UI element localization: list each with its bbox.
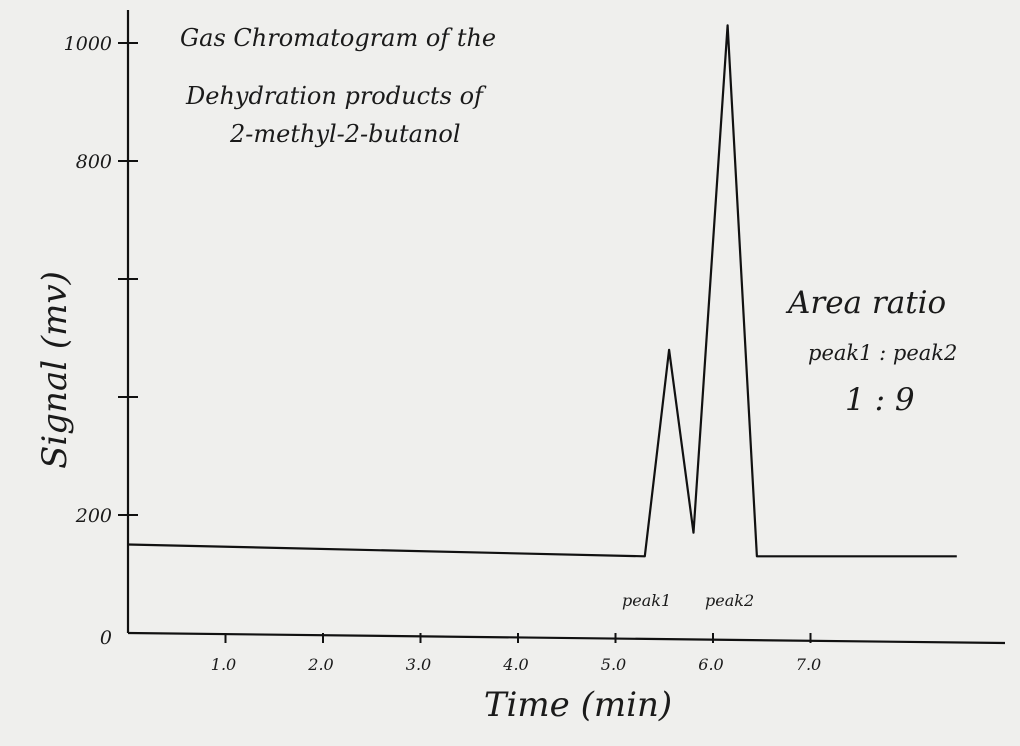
peak2-label: peak2: [705, 591, 754, 610]
y-tick-label: 1000: [64, 33, 112, 55]
chart-title-line: Gas Chromatogram of the: [180, 24, 496, 52]
area-ratio-title: Area ratio: [785, 285, 946, 321]
area-ratio-values: 1 : 9: [845, 382, 915, 418]
x-tick-label: 1.0: [211, 655, 236, 674]
chart-title-line: Dehydration products of: [185, 82, 487, 110]
x-tick-label: 7.0: [796, 655, 821, 674]
x-tick-label: 2.0: [307, 655, 333, 674]
x-axis-line: [127, 631, 1006, 645]
y-axis-label: Signal (mv): [35, 271, 75, 469]
x-tick-label: 6.0: [698, 655, 723, 674]
x-axis-label: Time (min): [484, 685, 672, 725]
peak1-label: peak1: [622, 591, 671, 610]
series-line: [127, 24, 957, 558]
chart-title-line: 2-methyl-2-butanol: [229, 120, 461, 148]
y-tick-label: 800: [76, 151, 112, 173]
y-tick-label: 200: [75, 505, 112, 527]
area-ratio-header: peak1 : peak2: [808, 341, 957, 365]
y-tick-label: 0: [100, 627, 112, 649]
x-tick-label: 4.0: [502, 655, 528, 674]
x-tick-label: 3.0: [406, 655, 431, 674]
x-tick-label: 5.0: [601, 655, 626, 674]
